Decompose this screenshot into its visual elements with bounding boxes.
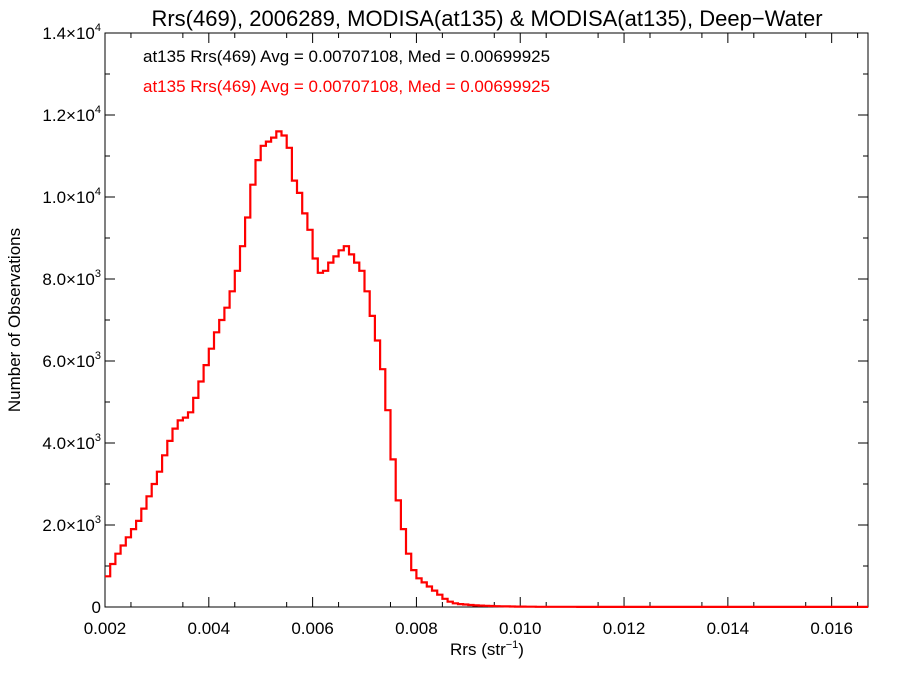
x-tick-label: 0.016 [810,619,853,638]
y-tick-label: 8.0×103 [42,268,101,289]
y-tick-label: 2.0×103 [42,514,101,535]
x-tick-label: 0.006 [291,619,334,638]
x-tick-label: 0.004 [188,619,231,638]
y-tick-label: 6.0×103 [42,350,101,371]
x-axis-ticks: 0.002 0.004 0.006 0.008 0.010 0.012 0.014 0.016 [84,33,859,638]
histogram-series [105,130,868,608]
chart-title: Rrs(469), 2006289, MODISA(at135) & MODIS… [151,6,822,31]
x-tick-label: 0.008 [395,619,438,638]
y-tick-label: 1.0×104 [42,186,101,207]
annotation-black: at135 Rrs(469) Avg = 0.00707108, Med = 0… [143,47,550,66]
x-tick-label: 0.010 [499,619,542,638]
annotation-red: at135 Rrs(469) Avg = 0.00707108, Med = 0… [143,77,550,96]
x-tick-label: 0.002 [84,619,127,638]
x-axis-label: Rrs (str−1) [450,639,524,659]
x-tick-label: 0.014 [707,619,750,638]
y-tick-label: 1.4×104 [42,22,101,43]
y-tick-label: 4.0×103 [42,432,101,453]
y-axis-label: Number of Observations [5,228,24,412]
y-axis-ticks: 0 2.0×103 4.0×103 6.0×103 8.0×103 1.0×104 1.2×… [42,22,868,617]
y-tick-label: 1.2×104 [42,104,101,125]
x-tick-label: 0.012 [603,619,646,638]
y-tick-label: 0 [92,598,101,617]
